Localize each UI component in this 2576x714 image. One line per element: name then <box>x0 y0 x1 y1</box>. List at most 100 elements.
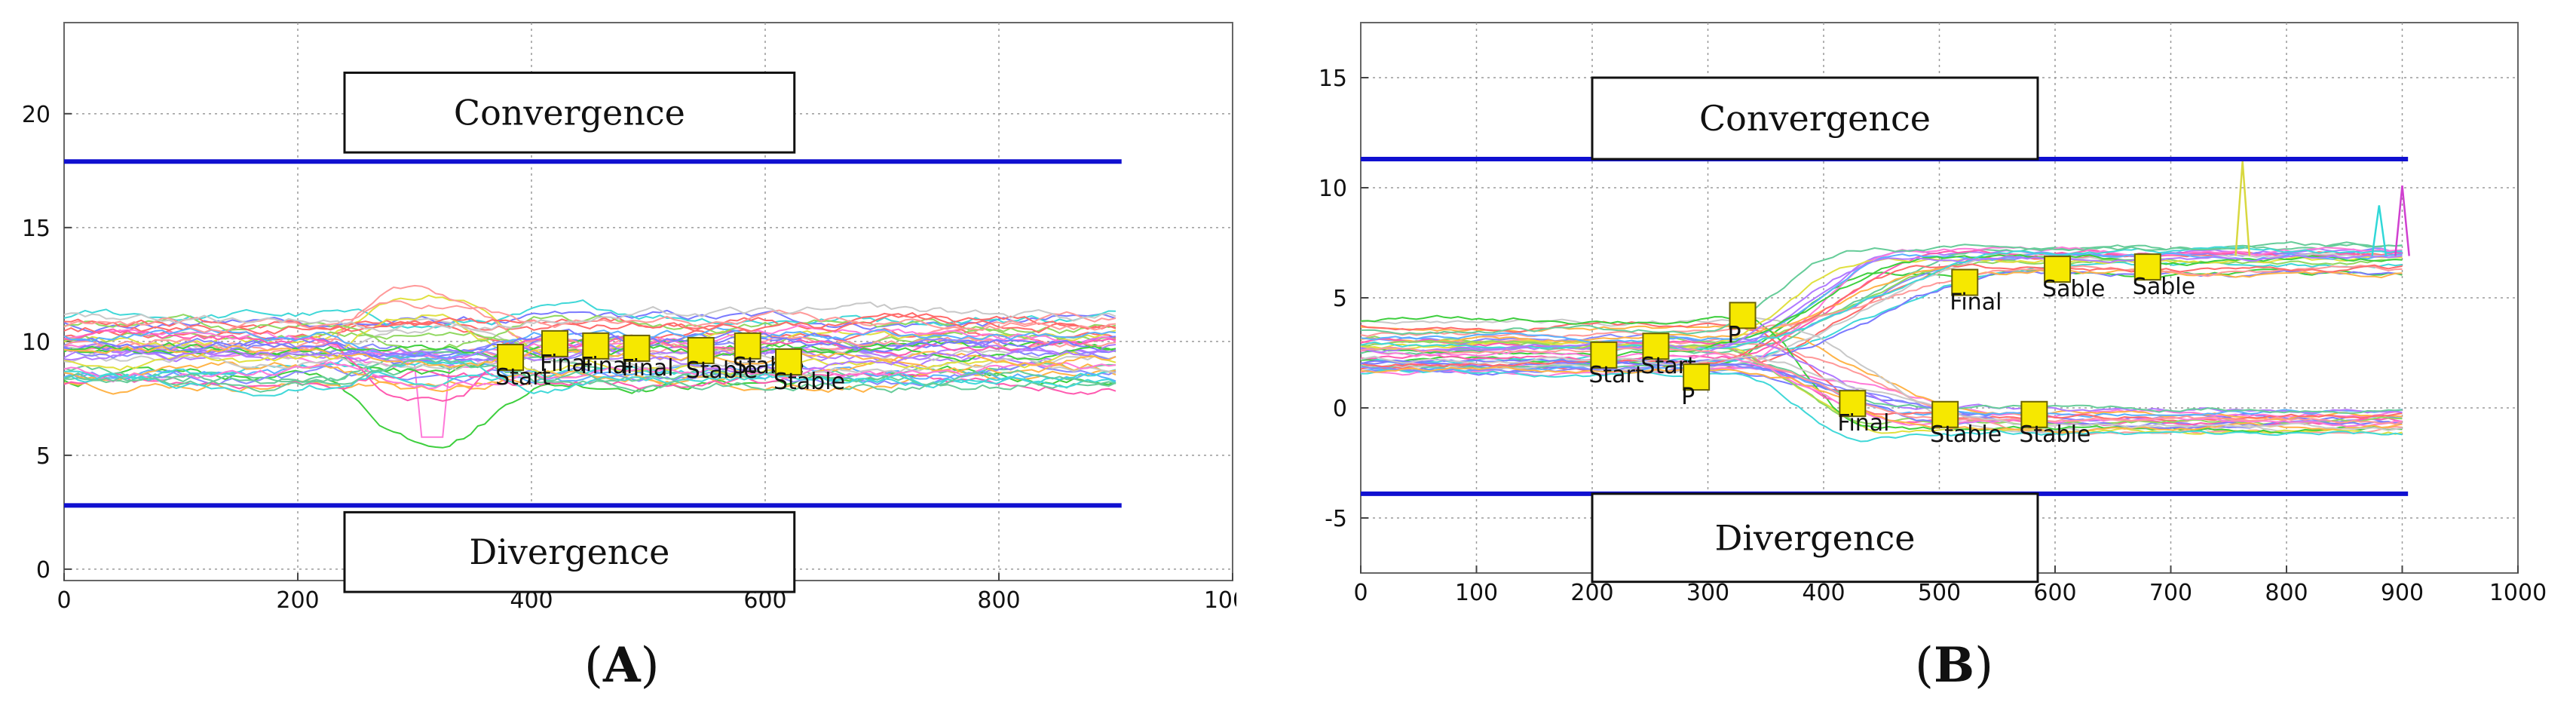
marker-label: Final <box>622 355 674 382</box>
chart-b: 0 100 200 300 400 500 600 700 800 900 1000 -5 0 5 10 15… <box>1319 22 2547 606</box>
x-tick-label: 0 <box>57 587 71 614</box>
box-label: Convergence <box>1699 98 1931 139</box>
series-line <box>1360 254 2403 354</box>
x-tick-label: 200 <box>1570 580 1613 606</box>
x-tick-label: 200 <box>276 587 319 614</box>
series-line <box>1360 314 2403 434</box>
series-line <box>1360 246 2403 377</box>
spike-line <box>2371 205 2388 256</box>
x-tick-label: 1000 <box>2489 580 2547 606</box>
marker-square <box>734 332 761 360</box>
marker-square <box>1683 363 1711 391</box>
x-tick-label: 800 <box>2265 580 2308 606</box>
series-line <box>63 361 1116 390</box>
marker-square <box>1931 400 1959 428</box>
box-frame <box>1591 76 2039 161</box>
marker-label: Start <box>495 364 551 391</box>
series-line <box>1360 241 2403 336</box>
marker-label: P <box>1728 322 1741 348</box>
marker-square <box>1590 341 1618 369</box>
y-tick-label: 5 <box>36 443 51 470</box>
series-line <box>63 369 1116 395</box>
series-line <box>1360 349 2403 427</box>
series-line <box>1360 249 2403 363</box>
series-line <box>1360 367 2403 443</box>
divergence-box: Divergence <box>1591 492 2039 584</box>
y-tick-label: 10 <box>22 329 51 356</box>
x-tick-label: 400 <box>1802 580 1845 606</box>
panel-label-a: (A) <box>584 637 660 694</box>
panel-label-b: (B) <box>1915 637 1994 694</box>
marker-square <box>687 336 715 364</box>
convergence-box: Convergence <box>1591 76 2039 161</box>
series-line <box>1360 355 2403 431</box>
marker-square <box>1642 332 1670 360</box>
series-line <box>63 357 1116 394</box>
box-frame <box>343 71 796 154</box>
x-tick-label: 0 <box>1353 580 1368 606</box>
series-lines <box>1360 241 2403 443</box>
series-line <box>1360 264 2403 339</box>
series-line <box>63 299 1116 329</box>
box-frame <box>1591 492 2039 584</box>
marker-square <box>1729 302 1757 329</box>
series-line <box>63 301 1116 335</box>
series-line <box>1360 346 2403 425</box>
marker-square <box>582 332 610 360</box>
marker-label: Start <box>1588 362 1644 388</box>
chart-a: 0200400600800100005101520ConvergenceDive… <box>22 22 1236 614</box>
marker-square <box>497 344 525 371</box>
x-tick-label: 700 <box>2149 580 2192 606</box>
y-tick-label: 0 <box>36 557 51 584</box>
marker-label: Final <box>1950 290 2002 316</box>
box-frame <box>343 510 796 593</box>
marker-square <box>775 348 802 376</box>
marker-label: Sable <box>2133 274 2195 300</box>
series-line <box>63 314 1116 354</box>
y-tick-label: 5 <box>1333 286 1347 312</box>
marker-label: Stable <box>686 357 758 384</box>
marker-label: Stable <box>1930 421 2002 448</box>
series-line <box>1360 340 2403 415</box>
marker-label: Stable <box>2019 421 2091 448</box>
convergence-box: Convergence <box>343 71 796 154</box>
box-label: Convergence <box>454 92 685 133</box>
y-tick-label: 10 <box>1319 176 1347 202</box>
spike-line <box>2394 185 2410 256</box>
y-tick-label: 15 <box>22 216 51 242</box>
series-line <box>63 314 1116 375</box>
divergence-box: Divergence <box>343 510 796 593</box>
x-tick-label: 300 <box>1686 580 1729 606</box>
marker-square <box>2020 400 2048 428</box>
marker-square <box>2133 253 2161 281</box>
series-line <box>1360 263 2403 368</box>
y-tick-label: 0 <box>1333 396 1347 422</box>
x-tick-label: 100 <box>1455 580 1498 606</box>
marker-label: Final <box>1837 410 1889 437</box>
x-tick-label: 1000 <box>1204 587 1236 614</box>
series-line <box>1360 363 2403 429</box>
x-tick-label: 500 <box>1918 580 1961 606</box>
series-line <box>1360 252 2403 374</box>
marker-square <box>623 334 651 362</box>
series-line <box>1360 339 2403 427</box>
box-label: Divergence <box>1714 517 1915 558</box>
series-line <box>64 362 1116 389</box>
x-tick-label: 900 <box>2381 580 2424 606</box>
series-line <box>1360 258 2403 346</box>
y-tick-label: 15 <box>1319 66 1347 92</box>
marker-square <box>541 329 568 357</box>
marker-square <box>2044 256 2072 283</box>
series-line <box>63 360 1116 397</box>
y-tick-label: -5 <box>1325 506 1347 532</box>
marker-label: Sable <box>2042 276 2105 302</box>
series-line <box>1360 268 2403 367</box>
x-tick-label: 800 <box>977 587 1020 614</box>
series-line <box>63 365 1116 449</box>
marker-label: Stable <box>773 369 845 395</box>
marker-label: P <box>1681 384 1695 410</box>
box-label: Divergence <box>469 532 669 572</box>
x-tick-label: 600 <box>2033 580 2076 606</box>
y-tick-label: 20 <box>22 102 51 128</box>
marker-square <box>1839 390 1867 418</box>
